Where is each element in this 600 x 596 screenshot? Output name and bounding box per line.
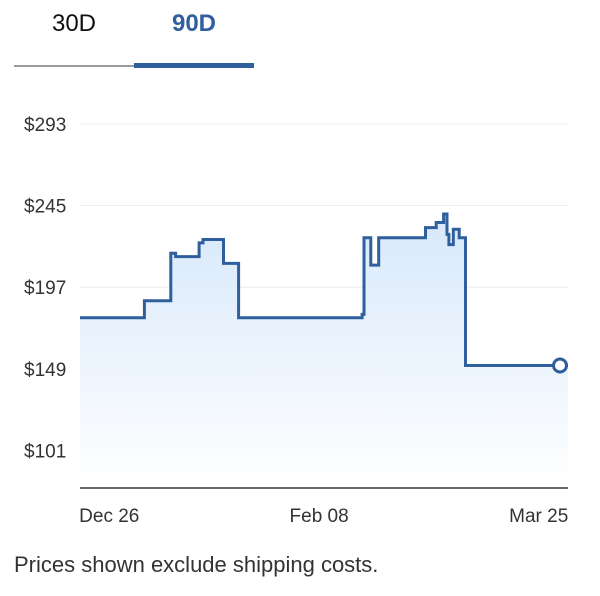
range-tabs: 30D 90D [14, 0, 600, 68]
y-tick-label: $245 [24, 197, 66, 218]
shipping-note: Prices shown exclude shipping costs. [14, 552, 379, 577]
current-price-marker[interactable] [552, 357, 568, 374]
x-tick-label: Feb 08 [290, 506, 349, 527]
tab-90d-active-underline [134, 63, 254, 68]
x-tick-label: Dec 26 [79, 506, 139, 527]
tab-30d[interactable]: 30D [51, 10, 97, 37]
y-tick-label: $293 [24, 115, 66, 136]
price-line [80, 212, 568, 367]
x-tick-label: Mar 25 [509, 506, 568, 527]
y-tick-label: $101 [24, 442, 66, 463]
y-tick-label: $197 [24, 278, 66, 299]
tab-90d[interactable]: 90D [171, 10, 217, 37]
price-history-chart: $293 $245 $197 $149 $101 Dec 26 Feb 08 Mar 25 [24, 115, 568, 527]
tab-30d-underline [14, 65, 134, 67]
y-tick-label: $149 [24, 360, 66, 381]
x-axis-ticks: Dec 26 Feb 08 Mar 25 [79, 506, 568, 527]
y-axis-ticks: $293 $245 $197 $149 $101 [24, 115, 66, 463]
price-area-fill [80, 214, 568, 488]
